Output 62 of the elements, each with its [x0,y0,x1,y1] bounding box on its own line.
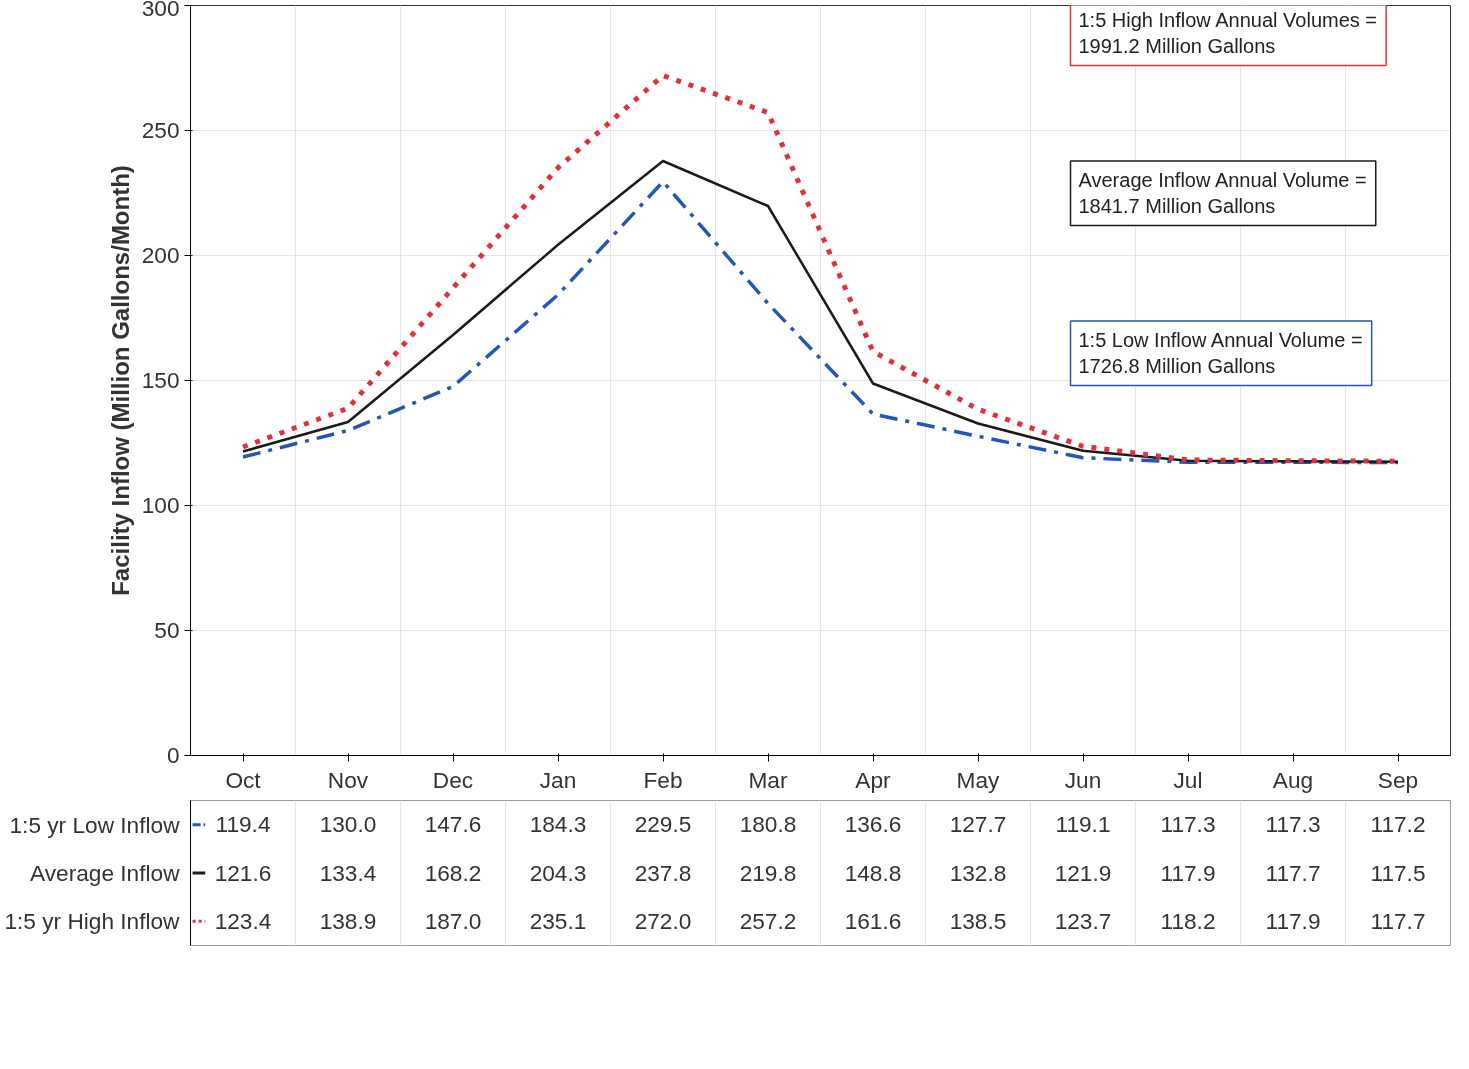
x-tick-label: May [956,766,1001,793]
legend-label: 1:5 yr Low Inflow [9,811,181,838]
x-tick-label: Dec [432,766,474,793]
data-label: 184.3 [529,811,587,838]
y-tick-label: 150 [141,367,180,393]
data-label: 204.3 [529,859,587,886]
data-label: 121.9 [1054,859,1112,886]
x-tick-label: Sep [1377,766,1419,793]
y-tick-label: 300 [141,0,180,21]
y-axis-title: Facility Inflow (Million Gallons/Month) [106,165,134,596]
data-label: 168.2 [424,859,482,886]
x-tick-label: Jul [1173,766,1203,793]
legend-label: Average Inflow [30,860,181,886]
x-tick-label: Oct [225,766,262,793]
data-label: 123.4 [214,907,272,934]
data-label: 117.2 [1370,811,1426,838]
data-label: 130.0 [319,811,377,838]
data-label: 117.9 [1160,859,1216,886]
data-label: 187.0 [424,907,482,934]
data-label: 180.8 [739,811,797,838]
y-tick-label: 0 [166,742,180,768]
x-tick-label: Jun [1064,766,1102,793]
data-label: 147.6 [424,811,482,838]
x-tick-label: Aug [1272,766,1314,793]
data-label: 117.3 [1160,811,1216,838]
data-label: 133.4 [319,859,377,886]
y-tick-label: 200 [141,242,180,268]
data-label: 117.9 [1265,907,1321,934]
data-label: 117.7 [1370,907,1426,934]
data-label: 127.7 [949,811,1007,838]
data-label: 119.1 [1055,811,1111,838]
data-label: 148.8 [844,859,902,886]
data-label: 161.6 [844,907,902,934]
data-label: 219.8 [739,859,797,886]
data-label: 229.5 [634,811,692,838]
data-label: 136.6 [844,811,902,838]
x-tick-label: Feb [643,766,683,793]
x-tick-label: Mar [748,766,788,793]
annotation: 1:5 High Inflow Annual Volumes = 1991.2 Million Gallons [1078,9,1378,58]
y-tick-label: 100 [141,492,180,518]
data-label: 272.0 [634,907,692,934]
legend-label: 1:5 yr High Inflow [4,908,181,935]
data-label: 138.9 [319,907,377,934]
annotation: Average Inflow Annual Volume = 1841.7 Million Gallons [1078,169,1367,218]
data-label: 121.6 [214,859,272,886]
data-label: 235.1 [529,907,587,934]
y-tick-label: 250 [141,117,180,143]
data-label: 257.2 [739,907,797,934]
x-tick-label: Jan [539,766,577,793]
data-label: 117.3 [1265,811,1321,838]
data-label: 237.8 [634,859,692,886]
data-label: 117.7 [1265,859,1321,886]
y-tick-label: 50 [154,617,180,643]
data-label: 118.2 [1160,907,1216,934]
data-label: 117.5 [1370,859,1426,886]
data-label: 119.4 [215,811,271,838]
data-label: 123.7 [1054,907,1112,934]
annotation: 1:5 Low Inflow Annual Volume = 1726.8 Million Gallons [1078,329,1363,378]
data-label: 138.5 [949,907,1007,934]
x-tick-label: Nov [327,766,369,793]
x-tick-label: Apr [855,766,892,793]
data-label: 132.8 [949,859,1007,886]
